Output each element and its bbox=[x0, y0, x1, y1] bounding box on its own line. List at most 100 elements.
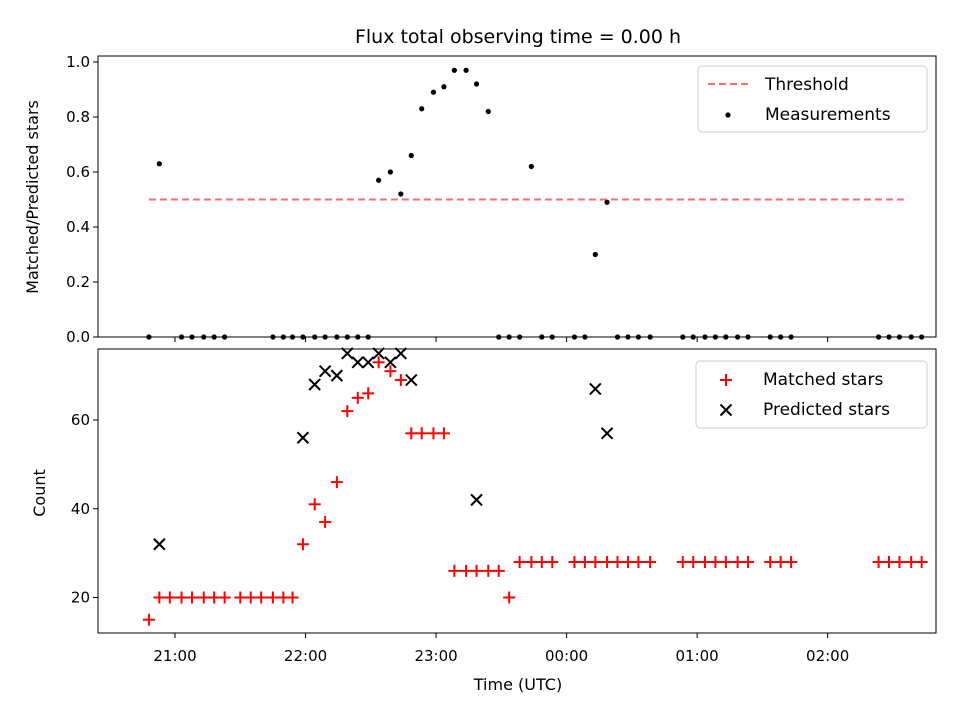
matched-star-point bbox=[308, 498, 321, 511]
matched-star-point bbox=[676, 556, 689, 568]
matched-star-point bbox=[394, 374, 407, 387]
matched-star-point bbox=[448, 564, 461, 577]
bottom-x-tick-label: 21:00 bbox=[153, 647, 196, 665]
matched-star-point bbox=[362, 387, 375, 400]
matched-star-point bbox=[286, 591, 299, 604]
predicted-star-point bbox=[372, 347, 385, 360]
measurement-point bbox=[485, 108, 491, 115]
top-y-tick-label: 0.2 bbox=[66, 273, 90, 291]
matched-star-point bbox=[687, 556, 700, 568]
predicted-stars-points bbox=[153, 347, 614, 551]
matched-star-point bbox=[644, 556, 657, 568]
matched-star-point bbox=[632, 556, 645, 568]
top-y-axis-label: Matched/Predicted stars bbox=[23, 100, 42, 294]
top-y-tick-label: 0.4 bbox=[66, 218, 90, 236]
matched-star-point bbox=[405, 427, 418, 440]
matched-star-point bbox=[601, 556, 614, 568]
predicted-star-point bbox=[394, 347, 408, 360]
ratio-panel: Matched/Predicted stars 0.0 0.2 0.4 0.6 0.8 1… bbox=[23, 53, 937, 346]
measurement-point bbox=[419, 106, 425, 112]
matched-star-point bbox=[234, 591, 247, 604]
matched-star-point bbox=[218, 591, 231, 604]
matched-star-point bbox=[341, 405, 354, 418]
matched-star-point bbox=[142, 613, 155, 626]
matched-star-point bbox=[709, 556, 722, 568]
matched-star-point bbox=[883, 556, 896, 568]
predicted-star-point bbox=[330, 369, 344, 382]
measurement-point bbox=[430, 89, 437, 95]
predicted-star-point bbox=[384, 356, 397, 369]
matched-star-point bbox=[578, 556, 591, 568]
matched-star-point bbox=[460, 564, 473, 577]
threshold-legend-label: Threshold bbox=[764, 75, 849, 95]
matched-star-point bbox=[470, 564, 483, 577]
matched-star-point bbox=[351, 391, 364, 404]
measurements-legend-swatch bbox=[725, 112, 731, 118]
predicted-star-point bbox=[351, 356, 364, 369]
matched-star-point bbox=[296, 538, 309, 551]
count-panel: Count 20 40 60 21:00 22:00 23:00 00:00 01:00 02… bbox=[30, 347, 937, 694]
matched-star-point bbox=[197, 591, 210, 604]
predicted-star-point bbox=[318, 364, 332, 378]
bottom-x-tick-label: 02:00 bbox=[806, 647, 849, 665]
matched-star-point bbox=[535, 556, 548, 568]
predicted-star-point bbox=[589, 382, 602, 396]
matched-star-point bbox=[915, 556, 928, 568]
matched-legend-label: Matched stars bbox=[763, 370, 883, 390]
bottom-legend: Matched stars Predicted stars bbox=[695, 360, 928, 429]
matched-star-point bbox=[525, 556, 538, 568]
measurement-point bbox=[473, 81, 480, 87]
top-plot-frame bbox=[97, 55, 937, 338]
predicted-star-point bbox=[470, 493, 483, 507]
matched-star-point bbox=[163, 591, 176, 604]
matched-star-point bbox=[437, 427, 450, 440]
measurement-point bbox=[451, 67, 457, 73]
measurement-point bbox=[156, 161, 162, 167]
predicted-star-point bbox=[296, 431, 310, 444]
matched-star-point bbox=[372, 356, 385, 369]
matched-star-point bbox=[492, 564, 505, 577]
matched-star-point bbox=[255, 591, 268, 604]
matched-star-point bbox=[546, 556, 559, 568]
bottom-x-tick-label: 22:00 bbox=[284, 647, 327, 665]
measurement-point bbox=[604, 199, 610, 205]
predicted-legend-swatch bbox=[719, 403, 733, 417]
matched-stars-points bbox=[142, 356, 928, 626]
matched-star-point bbox=[589, 556, 602, 568]
matched-star-point bbox=[698, 556, 711, 568]
top-y-ticks: 0.0 0.2 0.4 0.6 0.8 1.0 bbox=[66, 53, 98, 346]
measurement-point bbox=[408, 152, 414, 159]
predicted-star-point bbox=[341, 347, 354, 360]
matched-star-point bbox=[185, 591, 198, 604]
matched-star-point bbox=[621, 556, 634, 568]
bottom-y-axis-label: Count bbox=[30, 469, 49, 517]
matched-star-point bbox=[266, 591, 279, 604]
bottom-x-tick-label: 00:00 bbox=[545, 647, 588, 665]
top-y-tick-label: 0.0 bbox=[66, 328, 90, 346]
top-legend: Threshold Measurements bbox=[697, 65, 928, 133]
matched-star-point bbox=[482, 564, 495, 577]
matched-star-point bbox=[774, 556, 787, 568]
matched-star-point bbox=[175, 591, 188, 604]
matched-star-point bbox=[905, 556, 918, 568]
top-x-ticks bbox=[174, 337, 829, 342]
predicted-legend-label: Predicted stars bbox=[763, 400, 890, 420]
top-y-tick-label: 0.6 bbox=[66, 163, 90, 181]
bottom-x-tick-label: 23:00 bbox=[414, 647, 457, 665]
matched-star-point bbox=[764, 556, 777, 568]
predicted-star-point bbox=[308, 378, 321, 391]
matched-star-point bbox=[731, 556, 744, 568]
matched-star-point bbox=[513, 556, 526, 568]
matched-star-point bbox=[330, 476, 343, 489]
measurement-point bbox=[441, 84, 447, 90]
bottom-y-ticks: 20 40 60 bbox=[71, 411, 98, 607]
matched-star-point bbox=[415, 427, 428, 440]
matched-legend-swatch bbox=[720, 374, 732, 386]
top-legend-box bbox=[697, 65, 928, 133]
matched-star-point bbox=[427, 427, 440, 440]
measurement-point bbox=[463, 67, 469, 73]
measurement-point bbox=[376, 177, 382, 183]
predicted-star-point bbox=[405, 373, 418, 387]
measurements-legend-label: Measurements bbox=[765, 105, 891, 125]
matched-star-point bbox=[742, 556, 755, 568]
